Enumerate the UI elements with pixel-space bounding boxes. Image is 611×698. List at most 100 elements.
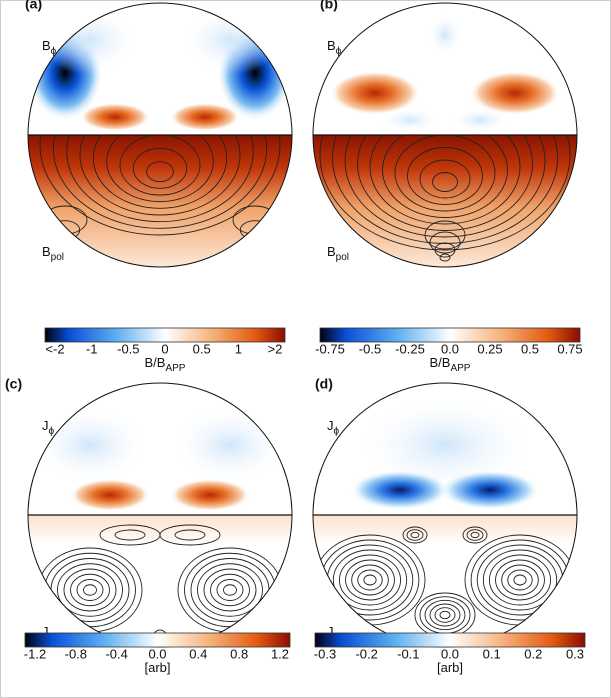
contour-line: [434, 607, 456, 623]
colorbar-label: [arb]: [144, 660, 170, 675]
contour-line: [106, 135, 214, 203]
contour-line: [132, 147, 188, 189]
bottom-label-base: J: [327, 624, 334, 639]
contour-line: [57, 563, 123, 617]
bottom-label: Bpol: [42, 244, 64, 262]
panel-label: (a): [25, 0, 42, 12]
field-blob: [70, 479, 150, 511]
lower-half: [313, 515, 577, 638]
top-label: Bϕ: [327, 38, 342, 56]
top-label-base: B: [327, 38, 336, 53]
contour-line: [319, 135, 571, 251]
top-label: Jϕ: [327, 418, 340, 436]
contour-line: [507, 569, 533, 591]
lower-half: [28, 135, 292, 267]
bottom-label-base: B: [42, 244, 51, 259]
contour-line: [210, 573, 250, 607]
field-blob: [380, 108, 440, 132]
colorbar-label-base: [arb]: [437, 660, 463, 675]
bottom-label-sub: pol: [51, 252, 64, 263]
contour-line: [495, 559, 545, 601]
upper-half: [330, 13, 560, 132]
top-label-sub: ϕ: [51, 46, 57, 57]
colorbar-tick-label: -0.1: [397, 646, 419, 661]
contour-line: [146, 161, 174, 183]
colorbar: [44, 327, 286, 343]
colorbar-label: B/BAPP: [430, 355, 471, 373]
colorbar-tick-label: -1: [86, 341, 98, 356]
colorbar-tick-label: 0.1: [483, 646, 501, 661]
contour-line: [470, 531, 480, 539]
panel-label: (d): [315, 376, 333, 392]
top-label-base: J: [327, 418, 334, 433]
contour-line: [369, 135, 521, 225]
contour-line: [79, 135, 241, 216]
contour-line: [92, 135, 228, 209]
contour-line: [174, 529, 206, 541]
colorbar-tick-label: -1.2: [24, 646, 46, 661]
contour-line: [501, 564, 539, 596]
field-blob: [450, 108, 510, 132]
contour-line: [382, 135, 508, 218]
contour-line: [332, 549, 408, 611]
top-label-base: B: [42, 38, 51, 53]
colorbar-label-sub: APP: [165, 363, 185, 374]
colorbar-tick-label: 0.2: [524, 646, 542, 661]
colorbar-tick-label: -0.5: [359, 341, 381, 356]
field-fill: [28, 515, 292, 545]
contour-line: [439, 253, 451, 262]
colorbar-tick-label: -0.5: [117, 341, 139, 356]
colorbar-tick-label: 0.0: [148, 646, 166, 661]
contour-line: [203, 568, 257, 612]
contour-line: [52, 135, 268, 229]
contour-line: [488, 554, 552, 606]
bottom-label-sub: pol: [336, 252, 349, 263]
contour-line: [394, 135, 496, 212]
contour-line: [332, 135, 558, 244]
field-blob: [80, 103, 150, 131]
contour-line: [197, 563, 263, 617]
colorbar-label-base: [arb]: [144, 660, 170, 675]
colorbar-tick-label: -0.75: [315, 341, 345, 356]
colorbar-tick-label: 0.5: [193, 341, 211, 356]
colorbar: [319, 327, 581, 343]
colorbar-tick-label: 0.0: [441, 646, 459, 661]
contour-line: [513, 574, 527, 586]
contour-line: [223, 584, 237, 596]
upper-half: [350, 395, 540, 510]
contour-line: [159, 524, 221, 546]
contour-line: [345, 559, 395, 601]
field-blob: [350, 470, 450, 510]
bottom-label: Bpol: [327, 244, 349, 262]
colorbar-tick-label: 0.75: [557, 341, 582, 356]
top-label-sub: ϕ: [334, 426, 340, 437]
colorbar-tick-label: 0.8: [230, 646, 248, 661]
contour-line: [338, 554, 402, 606]
colorbar-tick-label: 0.25: [477, 341, 502, 356]
contour-line: [76, 579, 104, 601]
contour-line: [419, 159, 471, 199]
contour-line: [66, 135, 254, 223]
field-blob: [170, 103, 240, 131]
contour-line: [357, 135, 533, 231]
contour-line: [70, 573, 110, 607]
colorbar-tick-label: -0.2: [355, 646, 377, 661]
colorbar-tick-label: 0.0: [441, 341, 459, 356]
contour-line: [63, 568, 117, 612]
contour-line: [357, 569, 383, 591]
colorbar-tick-label: 0: [161, 341, 168, 356]
field-blob: [330, 71, 420, 115]
colorbar-tick-label: <-2: [45, 341, 64, 356]
field-fill: [313, 515, 577, 545]
top-label: Bϕ: [42, 38, 57, 56]
field-blob: [440, 470, 540, 510]
contour-line: [432, 172, 458, 192]
colorbar-label-base: B/B: [430, 355, 451, 370]
contour-line: [462, 526, 488, 544]
colorbar-tick-label: 0.5: [521, 341, 539, 356]
contour-line: [363, 574, 377, 586]
colorbar-tick-label: 0.3: [566, 646, 584, 661]
field-blob: [470, 71, 560, 115]
contour-line: [466, 529, 484, 541]
